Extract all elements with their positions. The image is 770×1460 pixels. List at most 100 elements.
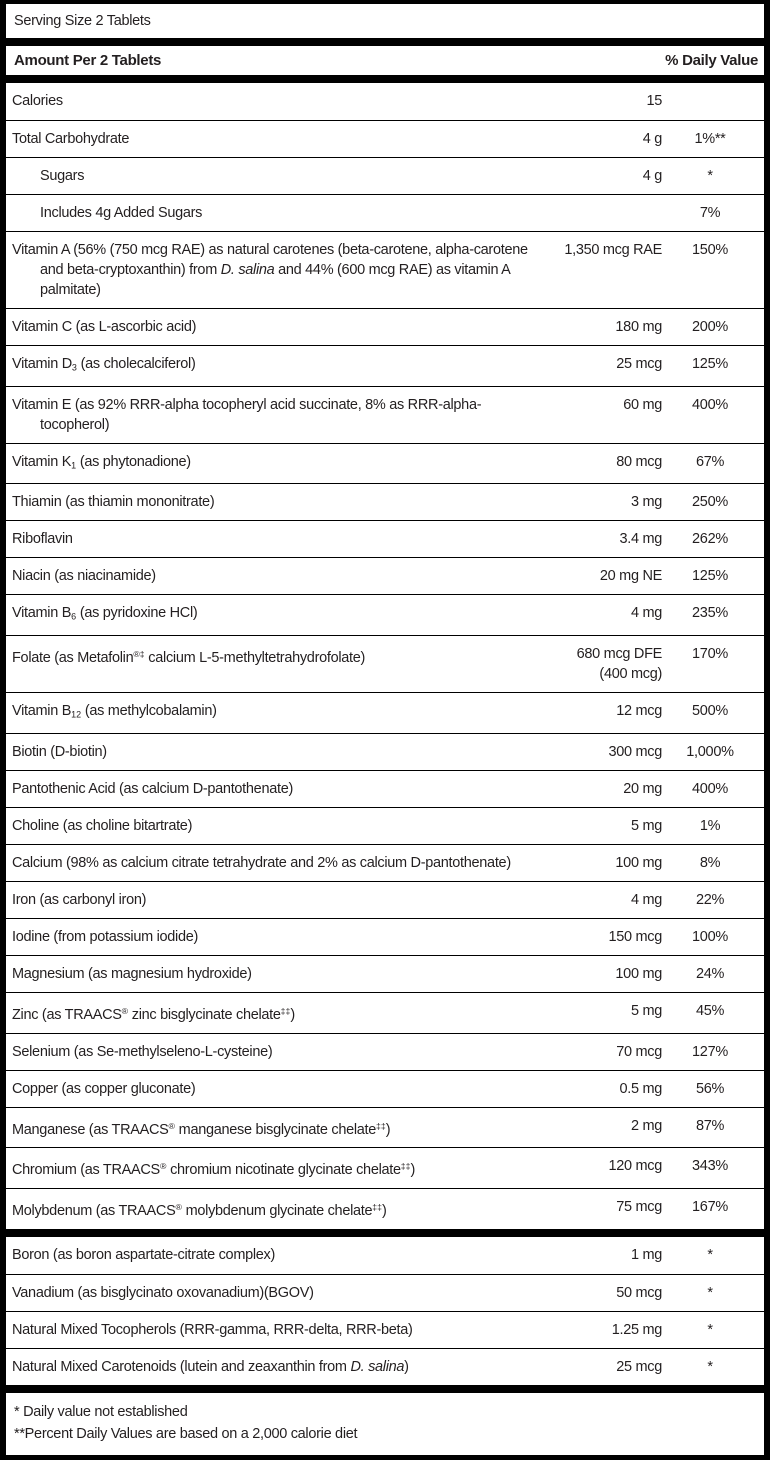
- nutrient-amount: 60 mg: [623, 396, 662, 413]
- nutrient-amount: 3.4 mg: [619, 531, 662, 548]
- nutrient-daily-value: 1%: [699, 817, 721, 834]
- nutrient-row: Iodine (from potassium iodide) 150 mcg 1…: [6, 917, 764, 955]
- nutrient-row: Vitamin A (56% (750 mcg RAE) as natural …: [6, 231, 764, 308]
- nutrient-label: Vitamin D3 (as cholecalciferol): [12, 356, 196, 373]
- nutrient-row: Zinc (as TRAACS® zinc bisglycinate chela…: [6, 991, 764, 1033]
- nutrient-amount: 4 mg: [630, 891, 662, 908]
- nutrient-amount: 2 mg: [630, 1117, 662, 1134]
- nutrient-label: Niacin (as niacinamide): [12, 568, 156, 585]
- nutrient-row: Copper (as copper gluconate) 0.5 mg 56%: [6, 1069, 764, 1107]
- footnotes: * Daily value not established **Percent …: [6, 1393, 764, 1455]
- nutrient-label: Total Carbohydrate: [12, 131, 130, 147]
- nutrient-daily-value: 125%: [692, 568, 728, 585]
- nutrient-amount: 50 mcg: [616, 1284, 662, 1301]
- nutrient-daily-value: *: [707, 1321, 713, 1338]
- nutrient-amount: 1 mg: [630, 1246, 662, 1263]
- nutrient-row: Biotin (D-biotin) 300 mcg 1,000%: [6, 732, 764, 770]
- nutrient-row: Magnesium (as magnesium hydroxide) 100 m…: [6, 954, 764, 992]
- divider-bar-header: [6, 75, 764, 83]
- nutrient-amount: 1,350 mcg RAE: [564, 242, 662, 258]
- nutrient-label: Vitamin B6 (as pyridoxine HCl): [12, 605, 198, 623]
- nutrient-label: Sugars: [40, 168, 85, 184]
- nutrient-amount: 20 mg NE: [599, 568, 662, 585]
- nutrient-label: Selenium (as Se-methylseleno-L-cysteine): [12, 1043, 273, 1060]
- nutrient-row: Calcium (98% as calcium citrate tetrahyd…: [6, 843, 764, 881]
- nutrient-daily-value: 250%: [692, 494, 728, 511]
- divider-bar-top: [6, 38, 764, 46]
- nutrient-daily-value: 500%: [692, 703, 728, 720]
- nutrient-label: Molybdenum (as TRAACS® molybdenum glycin…: [12, 1202, 387, 1219]
- nutrient-daily-value: 24%: [695, 965, 725, 982]
- nutrient-label: Vitamin C (as L-ascorbic acid): [12, 319, 197, 335]
- nutrient-amount: 70 mcg: [616, 1043, 662, 1060]
- nutrient-amount: 25 mcg: [616, 1358, 662, 1375]
- nutrient-daily-value: 56%: [695, 1080, 725, 1097]
- amount-column-header: Amount Per 2 Tablets: [14, 51, 162, 69]
- nutrient-label: Manganese (as TRAACS® manganese bisglyci…: [12, 1120, 391, 1138]
- nutrient-amount: 4 g: [642, 131, 663, 147]
- nutrient-row: Pantothenic Acid (as calcium D-pantothen…: [6, 769, 764, 807]
- nutrient-amount: 120 mcg: [608, 1158, 662, 1175]
- nutrient-daily-value: 100%: [692, 928, 728, 945]
- nutrient-daily-value: 400%: [692, 780, 728, 797]
- nutrient-daily-value: 400%: [692, 396, 728, 413]
- nutrient-amount: 300 mcg: [608, 743, 662, 760]
- nutrient-daily-value: *: [707, 1246, 713, 1263]
- nutrient-daily-value: 125%: [692, 356, 728, 372]
- nutrient-row: Calories 15: [6, 83, 764, 120]
- nutrient-amount: 1.25 mg: [611, 1321, 663, 1338]
- nutrient-amount: 4 mg: [630, 605, 662, 622]
- nutrient-daily-value: 45%: [695, 1002, 725, 1019]
- nutrient-label: Vitamin A (56% (750 mcg RAE) as natural …: [12, 242, 528, 298]
- nutrient-daily-value: 262%: [692, 531, 728, 548]
- column-header-row: Amount Per 2 Tablets % Daily Value: [6, 46, 764, 75]
- nutrient-row: Molybdenum (as TRAACS® molybdenum glycin…: [6, 1188, 764, 1229]
- nutrient-row: Vanadium (as bisglycinato oxovanadium)(B…: [6, 1273, 764, 1311]
- nutrient-row: Vitamin B6 (as pyridoxine HCl) 4 mg 235%: [6, 594, 764, 635]
- nutrient-label: Folate (as Metafolin®‡ calcium L-5-methy…: [12, 649, 366, 666]
- nutrient-amount: 25 mcg: [616, 356, 662, 372]
- nutrient-row: Selenium (as Se-methylseleno-L-cysteine)…: [6, 1032, 764, 1070]
- nutrient-daily-value: 67%: [695, 453, 725, 470]
- nutrient-daily-value: *: [707, 1284, 713, 1301]
- nutrient-daily-value: 167%: [692, 1199, 728, 1216]
- nutrient-row: Natural Mixed Tocopherols (RRR-gamma, RR…: [6, 1310, 764, 1348]
- nutrient-label: Iodine (from potassium iodide): [12, 928, 199, 945]
- nutrient-label: Chromium (as TRAACS® chromium nicotinate…: [12, 1161, 415, 1179]
- nutrient-label: Thiamin (as thiamin mononitrate): [12, 494, 215, 511]
- nutrient-amount: 180 mg: [615, 319, 662, 335]
- nutrient-row: Natural Mixed Carotenoids (lutein and ze…: [6, 1347, 764, 1385]
- nutrient-label: Vitamin E (as 92% RRR-alpha tocopheryl a…: [12, 396, 482, 433]
- nutrient-daily-value: 200%: [692, 319, 728, 335]
- nutrient-daily-value: 1,000%: [686, 743, 734, 760]
- serving-size-text: Serving Size 2 Tablets: [14, 13, 151, 29]
- nutrient-daily-value: 150%: [692, 242, 728, 258]
- nutrient-amount: 5 mg: [630, 817, 662, 834]
- nutrient-amount: 12 mcg: [616, 703, 662, 720]
- nutrient-daily-value: 22%: [695, 891, 725, 908]
- nutrient-row: Riboflavin 3.4 mg 262%: [6, 520, 764, 557]
- nutrient-label: Vitamin K1 (as phytonadione): [12, 453, 191, 471]
- main-nutrient-rows: Calories 15 Total Carbohydrate 4 g 1%** …: [6, 83, 764, 1229]
- nutrient-row: Chromium (as TRAACS® chromium nicotinate…: [6, 1147, 764, 1188]
- nutrient-row: Sugars 4 g *: [6, 157, 764, 194]
- nutrient-daily-value: 7%: [699, 205, 721, 221]
- nutrient-row: Vitamin K1 (as phytonadione) 80 mcg 67%: [6, 442, 764, 484]
- nutrient-label: Zinc (as TRAACS® zinc bisglycinate chela…: [12, 1005, 295, 1023]
- nutrient-label: Iron (as carbonyl iron): [12, 891, 147, 908]
- nutrient-label: Pantothenic Acid (as calcium D-pantothen…: [12, 780, 293, 797]
- nutrient-row: Choline (as choline bitartrate) 5 mg 1%: [6, 806, 764, 844]
- nutrient-label: Magnesium (as magnesium hydroxide): [12, 965, 252, 982]
- nutrient-amount: 4 g: [642, 168, 663, 184]
- nutrient-row: Vitamin E (as 92% RRR-alpha tocopheryl a…: [6, 385, 764, 443]
- serving-size-row: Serving Size 2 Tablets: [6, 4, 764, 38]
- nutrient-row: Includes 4g Added Sugars 7%: [6, 194, 764, 231]
- nutrient-daily-value: 87%: [695, 1117, 725, 1134]
- nutrient-row: Total Carbohydrate 4 g 1%**: [6, 120, 764, 157]
- nutrient-daily-value: 235%: [692, 605, 728, 622]
- nutrient-daily-value: *: [707, 168, 713, 184]
- nutrient-amount: 75 mcg: [616, 1199, 662, 1216]
- nutrient-row: Boron (as boron aspartate-citrate comple…: [6, 1237, 764, 1274]
- nutrient-amount: 100 mg: [615, 854, 662, 871]
- nutrient-row: Vitamin B12 (as methylcobalamin) 12 mcg …: [6, 692, 764, 733]
